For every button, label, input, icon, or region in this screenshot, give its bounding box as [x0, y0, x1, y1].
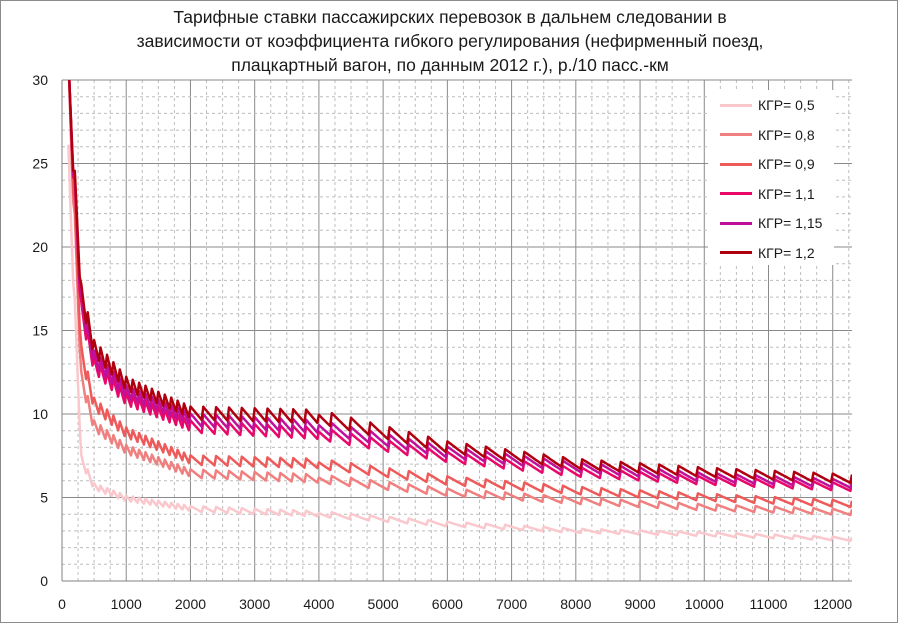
legend-swatch — [720, 192, 752, 195]
y-tick-label: 15 — [32, 323, 48, 339]
legend-swatch — [720, 162, 752, 166]
series-line — [68, 80, 852, 489]
series-lines — [67, 80, 852, 543]
x-tick-label: 0 — [58, 596, 66, 612]
y-tick-label: 0 — [40, 573, 48, 589]
chart-title-line-2: зависимости от коэффициента гибкого регу… — [136, 31, 764, 51]
legend-entry: КГР= 1,15 — [720, 213, 822, 233]
series-line — [67, 80, 852, 509]
series-line — [67, 144, 852, 543]
series-line — [68, 80, 852, 485]
tick-labels: 0 1000 2000 3000 4000 5000 6000 7000 8000 9000 100… — [32, 72, 852, 612]
series-line — [68, 80, 852, 493]
chart-legend: КГР= 0,5 КГР= 0,8 КГР= 0,9 КГР= 1,1 КГР= 1,1… — [708, 90, 834, 265]
x-tick-label: 3000 — [239, 596, 270, 612]
x-tick-label: 10000 — [685, 596, 724, 612]
x-tick-label: 12000 — [813, 596, 852, 612]
x-tick-label: 11000 — [750, 596, 788, 612]
legend-swatch — [720, 133, 752, 136]
legend-label: КГР= 1,1 — [758, 185, 815, 202]
x-tick-label: 1000 — [111, 596, 142, 612]
chart-title: Тарифные ставки пассажирских перевозок в… — [60, 5, 840, 77]
legend-label: КГР= 0,5 — [758, 97, 815, 113]
y-tick-label: 5 — [40, 490, 48, 506]
legend-entry: КГР= 1,1 — [720, 184, 815, 204]
series-line — [67, 80, 852, 517]
legend-label: КГР= 1,15 — [758, 215, 823, 231]
legend-label: КГР= 0,8 — [758, 126, 815, 143]
y-tick-label: 25 — [32, 156, 48, 172]
legend-entry: КГР= 0,9 — [720, 154, 815, 174]
axes — [61, 80, 852, 582]
legend-swatch — [720, 221, 752, 225]
x-tick-label: 5000 — [368, 596, 399, 612]
legend-entry: КГР= 0,5 — [720, 95, 815, 115]
x-tick-label: 8000 — [560, 596, 591, 612]
x-tick-label: 7000 — [496, 596, 527, 612]
legend-label: КГР= 1,2 — [758, 244, 815, 261]
legend-entry: КГР= 1,2 — [720, 243, 815, 263]
x-tick-label: 4000 — [303, 596, 334, 612]
chart-title-line-1: Тарифные ставки пассажирских перевозок в… — [173, 7, 727, 27]
y-tick-label: 10 — [32, 406, 48, 422]
y-tick-label: 30 — [32, 72, 48, 88]
legend-swatch — [720, 103, 752, 107]
legend-swatch — [720, 251, 752, 254]
x-tick-label: 6000 — [432, 596, 463, 612]
x-tick-label: 2000 — [175, 596, 206, 612]
legend-entry: КГР= 0,8 — [720, 125, 815, 145]
chart-title-line-3: плацкартный вагон, по данным 2012 г.), р… — [231, 55, 669, 75]
legend-label: КГР= 0,9 — [758, 156, 815, 172]
y-tick-label: 20 — [32, 239, 48, 255]
x-tick-label: 9000 — [624, 596, 655, 612]
